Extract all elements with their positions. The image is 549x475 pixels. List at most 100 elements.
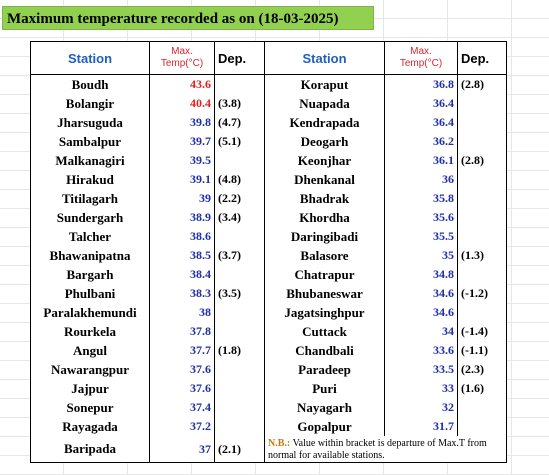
temp-cell: 37 xyxy=(149,436,215,463)
station-cell: Nuapada xyxy=(264,94,385,113)
departure-cell xyxy=(457,303,507,322)
table-row: Angul 37.7 (1.8) Chandbali 33.6 (-1.1) xyxy=(30,341,507,360)
station-cell: Nayagarh xyxy=(264,398,385,417)
station-cell: Bolangir xyxy=(30,94,150,113)
note-text: Value within bracket is departure of Max… xyxy=(268,438,487,461)
departure-cell: (2.1) xyxy=(214,436,265,463)
temp-cell: 34.6 xyxy=(384,303,458,322)
temp-cell: 38.3 xyxy=(149,284,215,303)
station-cell: Bhubaneswar xyxy=(264,284,385,303)
table-body: Boudh 43.6 Koraput 36.8 (2.8) Bolangir 40.4 (3.… xyxy=(30,74,507,463)
temp-cell: 38.6 xyxy=(149,227,215,246)
temp-cell: 36.4 xyxy=(384,94,458,113)
station-cell: Boudh xyxy=(30,74,150,94)
temp-cell: 37.8 xyxy=(149,322,215,341)
header-line: Temp(°C) xyxy=(160,58,204,69)
note: N.B.: Value within bracket is departure … xyxy=(264,436,507,463)
departure-cell: (1.6) xyxy=(457,379,507,398)
departure-cell xyxy=(457,227,507,246)
station-cell: Sambalpur xyxy=(30,132,150,151)
header-line: Max. xyxy=(171,46,193,57)
departure-cell xyxy=(457,208,507,227)
departure-cell: (1.3) xyxy=(457,246,507,265)
station-cell: Phulbani xyxy=(30,284,150,303)
table-row: Hirakud 39.1 (4.8) Dhenkanal 36 xyxy=(30,170,507,189)
table-row: Jharsuguda 39.8 (4.7) Kendrapada 36.4 xyxy=(30,113,507,132)
temp-cell: 37.7 xyxy=(149,341,215,360)
table-row: Malkanagiri 39.5 Keonjhar 36.1 (2.8) xyxy=(30,151,507,170)
departure-cell: (2.2) xyxy=(214,189,265,208)
temp-cell: 36.2 xyxy=(384,132,458,151)
temperature-table: Station Max. Temp(°C) Dep. Station Max. Temp(°… xyxy=(30,41,507,463)
temp-cell: 37.6 xyxy=(149,379,215,398)
station-cell: Daringibadi xyxy=(264,227,385,246)
station-cell: Chatrapur xyxy=(264,265,385,284)
departure-cell: (3.7) xyxy=(214,246,265,265)
station-cell: Bhawanipatna xyxy=(30,246,150,265)
temp-cell: 39 xyxy=(149,189,215,208)
table-row: Nawarangpur 37.6 Paradeep 33.5 (2.3) xyxy=(30,360,507,379)
table-row: Bolangir 40.4 (3.8) Nuapada 36.4 xyxy=(30,94,507,113)
departure-cell: (2.8) xyxy=(457,74,507,94)
station-cell: Rourkela xyxy=(30,322,150,341)
table-row: Phulbani 38.3 (3.5) Bhubaneswar 34.6 (-1.2) xyxy=(30,284,507,303)
departure-cell xyxy=(457,170,507,189)
temp-cell: 37.2 xyxy=(149,417,215,436)
departure-cell xyxy=(214,74,265,94)
departure-cell xyxy=(214,227,265,246)
departure-cell: (4.7) xyxy=(214,113,265,132)
station-cell: Khordha xyxy=(264,208,385,227)
departure-cell: (4.8) xyxy=(214,170,265,189)
station-cell: Nawarangpur xyxy=(30,360,150,379)
table-row: Jajpur 37.6 Puri 33 (1.6) xyxy=(30,379,507,398)
station-cell: Sonepur xyxy=(30,398,150,417)
departure-cell xyxy=(457,265,507,284)
temp-cell: 39.8 xyxy=(149,113,215,132)
temp-cell: 34.8 xyxy=(384,265,458,284)
station-cell: Gopalpur xyxy=(264,417,385,436)
departure-cell xyxy=(214,360,265,379)
temp-cell: 36.8 xyxy=(384,74,458,94)
table-row: Boudh 43.6 Koraput 36.8 (2.8) xyxy=(30,74,507,94)
departure-cell: (-1.4) xyxy=(457,322,507,341)
table-row: Rayagada 37.2 Gopalpur 31.7 xyxy=(30,417,507,436)
table-row: Titilagarh 39 (2.2) Bhadrak 35.8 xyxy=(30,189,507,208)
station-cell: Koraput xyxy=(264,74,385,94)
station-cell: Kendrapada xyxy=(264,113,385,132)
temp-cell: 38.9 xyxy=(149,208,215,227)
station-cell: Angul xyxy=(30,341,150,360)
station-cell: Baripada xyxy=(30,436,150,463)
station-cell: Bhadrak xyxy=(264,189,385,208)
departure-cell xyxy=(457,132,507,151)
departure-cell: (2.3) xyxy=(457,360,507,379)
station-cell: Jajpur xyxy=(30,379,150,398)
departure-cell xyxy=(214,379,265,398)
temp-cell: 37.6 xyxy=(149,360,215,379)
column-header: Station xyxy=(30,41,150,75)
departure-cell xyxy=(457,417,507,436)
departure-cell xyxy=(214,417,265,436)
departure-cell xyxy=(214,398,265,417)
table-row: Sambalpur 39.7 (5.1) Deogarh 36.2 xyxy=(30,132,507,151)
temp-cell: 43.6 xyxy=(149,74,215,94)
table-row: Rourkela 37.8 Cuttack 34 (-1.4) xyxy=(30,322,507,341)
temp-cell: 39.5 xyxy=(149,151,215,170)
departure-cell xyxy=(457,398,507,417)
column-header: Station xyxy=(264,41,385,75)
departure-cell: (2.8) xyxy=(457,151,507,170)
temp-cell: 39.1 xyxy=(149,170,215,189)
station-cell: Paradeep xyxy=(264,360,385,379)
station-cell: Puri xyxy=(264,379,385,398)
station-cell: Dhenkanal xyxy=(264,170,385,189)
departure-cell xyxy=(214,151,265,170)
title: Maximum temperature recorded as on (18-0… xyxy=(2,6,374,30)
station-cell: Rayagada xyxy=(30,417,150,436)
temp-cell: 33 xyxy=(384,379,458,398)
temp-cell: 33.6 xyxy=(384,341,458,360)
station-cell: Paralakhemundi xyxy=(30,303,150,322)
departure-cell: (1.8) xyxy=(214,341,265,360)
departure-cell xyxy=(457,94,507,113)
table-row: Paralakhemundi 38 Jagatsinghpur 34.6 xyxy=(30,303,507,322)
departure-cell: (-1.1) xyxy=(457,341,507,360)
